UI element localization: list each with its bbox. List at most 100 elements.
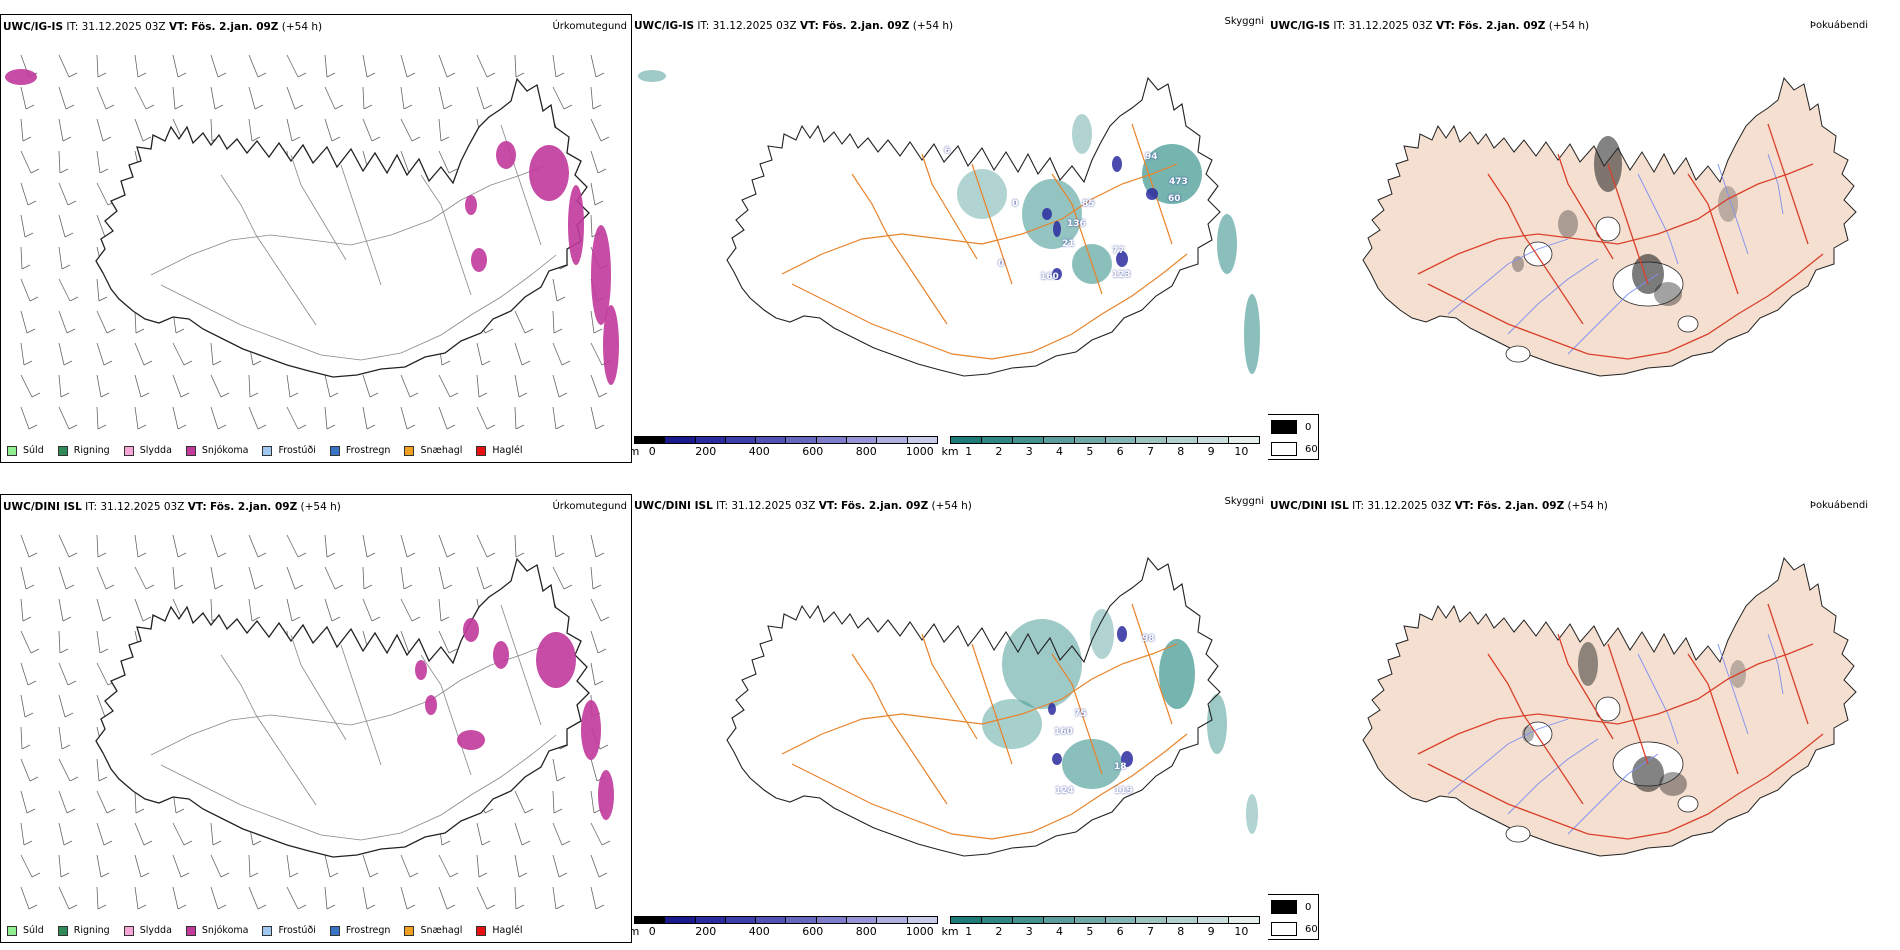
wind-barb bbox=[400, 86, 405, 110]
wind-barb-flag bbox=[411, 136, 421, 142]
wind-barb bbox=[438, 374, 451, 398]
wind-barb-flag bbox=[406, 552, 416, 558]
wind-barb bbox=[590, 822, 603, 846]
wind-barb bbox=[514, 822, 523, 846]
wind-barb-flag bbox=[478, 392, 488, 398]
legend-item: Rigning bbox=[57, 445, 110, 456]
wind-barb bbox=[590, 214, 593, 238]
wind-barb-flag bbox=[289, 872, 299, 878]
colorbar-tick: 600 bbox=[802, 925, 824, 938]
wind-barb-flag bbox=[137, 552, 147, 558]
vt-label: VT: bbox=[1454, 500, 1474, 512]
snow-area bbox=[598, 770, 614, 820]
road-line bbox=[340, 164, 382, 286]
visibility-colorbar: km 1 2 3 4 5 6 7 8 9 10 bbox=[941, 916, 1260, 938]
wind-barb bbox=[552, 534, 557, 558]
wind-barb bbox=[96, 758, 100, 782]
wind-barb bbox=[324, 886, 328, 910]
wind-barb-flag bbox=[177, 552, 187, 558]
wind-barb bbox=[324, 54, 328, 78]
road-line bbox=[1557, 153, 1614, 260]
wind-barb bbox=[210, 374, 222, 398]
wind-barb-flag bbox=[595, 904, 605, 910]
colorbar-tick: 1 bbox=[965, 445, 973, 458]
colorbar-cell bbox=[1229, 917, 1260, 923]
wind-barb-flag bbox=[180, 872, 190, 878]
wind-barb-flag bbox=[555, 904, 565, 910]
legend-swatch bbox=[185, 445, 196, 456]
wind-barb-flag bbox=[62, 136, 72, 142]
glacier bbox=[1505, 345, 1531, 363]
snow-area bbox=[581, 700, 601, 760]
wind-barb-flag bbox=[486, 72, 496, 78]
roads-orange bbox=[781, 603, 1188, 840]
wind-barb-flag bbox=[29, 776, 39, 782]
wind-barb-flag bbox=[99, 168, 109, 174]
wind-barb bbox=[96, 566, 107, 590]
wind-barb bbox=[248, 118, 253, 142]
vt-value: Fös. 2.jan. 09Z bbox=[210, 501, 298, 513]
wind-barb-flag bbox=[23, 360, 33, 366]
roads-red bbox=[1417, 123, 1824, 360]
cloudbase-area bbox=[1048, 703, 1056, 715]
colorbar-cell bbox=[907, 437, 937, 443]
legend-item: Frostúði bbox=[262, 445, 316, 456]
wind-barb-flag bbox=[363, 584, 373, 590]
cloudbase-area bbox=[1146, 188, 1158, 200]
visibility-area bbox=[1062, 739, 1122, 789]
model-name: UWC/IG-IS bbox=[1270, 20, 1331, 32]
panel-header: UWC/IG-IS IT: 31.12.2025 03Z VT: Fös. 2.… bbox=[3, 21, 629, 35]
product-title: Þokuábendi bbox=[1809, 20, 1868, 31]
fog-patch bbox=[1659, 772, 1687, 796]
wind-barb-flag bbox=[102, 616, 112, 622]
wind-barb bbox=[286, 406, 299, 430]
wind-barb bbox=[172, 86, 176, 110]
wind-barb-flag bbox=[369, 392, 379, 398]
legend-label: Haglél bbox=[492, 925, 523, 936]
wind-barb-flag bbox=[595, 424, 605, 430]
fog-legend-swatch bbox=[1271, 442, 1297, 456]
wind-barb-flag bbox=[26, 328, 36, 334]
wind-barb-flag bbox=[97, 904, 107, 910]
wind-barb bbox=[476, 54, 488, 78]
cloudbase-areas bbox=[1048, 626, 1133, 767]
colorbar-tick: 200 bbox=[695, 925, 717, 938]
legend-item: Frostúði bbox=[262, 925, 316, 936]
it-value: 31.12.2025 03Z bbox=[81, 21, 166, 33]
wind-barb-flag bbox=[515, 424, 525, 430]
colorbar-cell bbox=[951, 437, 982, 443]
wind-barb bbox=[400, 566, 405, 590]
wind-barb-flag bbox=[69, 296, 79, 302]
model-name: UWC/IG-IS bbox=[634, 20, 695, 32]
wind-barb-flag bbox=[601, 840, 611, 846]
wind-barb-flag bbox=[21, 744, 31, 750]
wind-barb bbox=[590, 374, 600, 398]
wind-barb bbox=[20, 822, 25, 846]
wind-barb-flag bbox=[145, 104, 155, 110]
colorbar-cell bbox=[981, 917, 1013, 923]
snow-area bbox=[465, 195, 477, 215]
wind-barb bbox=[58, 598, 64, 622]
wind-barb-flag bbox=[486, 424, 496, 430]
wind-barb-flag bbox=[177, 72, 187, 78]
legend-item: Rigning bbox=[57, 925, 110, 936]
wind-barb bbox=[172, 822, 185, 846]
precip-panel-row2: UWC/DINI ISL IT: 31.12.2025 03Z VT: Fös.… bbox=[0, 494, 632, 943]
wind-barb-flag bbox=[598, 392, 608, 398]
legend-swatch bbox=[123, 925, 134, 936]
wind-barb bbox=[210, 886, 219, 910]
wind-barb bbox=[400, 854, 411, 878]
wind-barb bbox=[362, 566, 365, 590]
wind-barb-flag bbox=[326, 72, 336, 78]
wind-barb-flag bbox=[481, 840, 491, 846]
wind-barb bbox=[438, 54, 448, 78]
wind-barb-flag bbox=[406, 904, 416, 910]
wind-barb bbox=[172, 566, 176, 590]
fog-patch bbox=[1558, 210, 1578, 238]
colorbar-cell bbox=[1012, 917, 1044, 923]
model-name: UWC/DINI ISL bbox=[1270, 500, 1349, 512]
wind-barb-flag bbox=[67, 200, 77, 206]
fog-legend: 0 60 bbox=[1268, 414, 1319, 460]
wind-barb-flag bbox=[60, 392, 70, 398]
wind-barb-flag bbox=[446, 424, 456, 430]
